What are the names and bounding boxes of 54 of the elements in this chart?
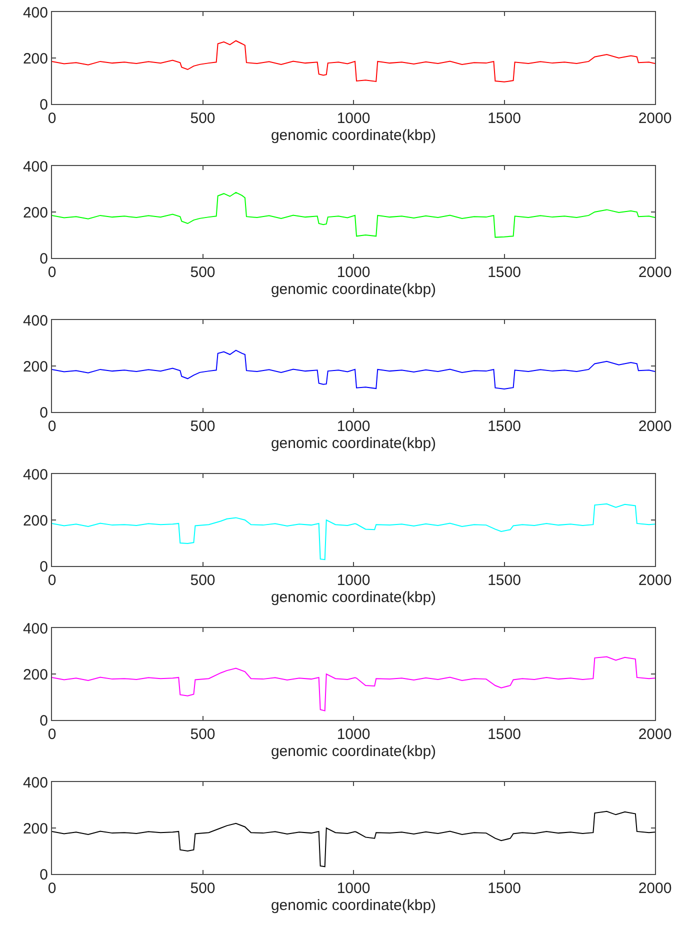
y-tick-label: 400: [22, 312, 48, 330]
line-series: [52, 810, 655, 868]
x-tick-label: 500: [190, 110, 216, 127]
y-tick-label: 0: [40, 250, 48, 268]
x-tick-label: 1500: [488, 110, 521, 127]
line-series: [52, 503, 655, 560]
x-tick-label: 2000: [638, 110, 672, 127]
x-axis-title: genomic coordinate(kbp): [270, 127, 436, 144]
y-tick-label: 200: [22, 204, 48, 222]
y-tick-label: 400: [22, 4, 48, 22]
x-tick-label: 2000: [638, 726, 672, 743]
x-tick-label: 1000: [336, 418, 370, 435]
x-tick-label: 2000: [638, 572, 672, 589]
y-tick-label: 200: [22, 50, 48, 68]
x-axis-title: genomic coordinate(kbp): [270, 589, 436, 606]
x-tick-label: 1000: [336, 110, 370, 127]
y-tick-label: 400: [22, 158, 48, 176]
y-tick-label: 0: [40, 712, 48, 730]
x-tick-label: 1500: [488, 572, 521, 589]
x-tick-label: 500: [190, 880, 216, 897]
x-tick-label: 500: [190, 726, 216, 743]
x-axis-title: genomic coordinate(kbp): [270, 281, 436, 298]
y-tick-label: 400: [22, 620, 48, 638]
x-tick-label: 1000: [336, 264, 370, 281]
x-tick-label: 2000: [638, 418, 672, 435]
line-series: [52, 656, 655, 712]
y-tick-label: 400: [22, 466, 48, 484]
y-tick-label: 0: [40, 866, 48, 884]
x-tick-label: 500: [190, 572, 216, 589]
x-tick-label: 1500: [488, 264, 521, 281]
y-tick-label: 0: [40, 404, 48, 422]
x-tick-label: 2000: [638, 880, 672, 897]
x-tick-label: 1000: [336, 572, 370, 589]
x-tick-label: 1500: [488, 726, 521, 743]
x-tick-label: 1000: [336, 726, 370, 743]
x-axis-title: genomic coordinate(kbp): [270, 897, 436, 914]
x-axis-title: genomic coordinate(kbp): [270, 435, 436, 452]
x-axis-title: genomic coordinate(kbp): [270, 743, 436, 760]
y-tick-label: 0: [40, 558, 48, 576]
x-tick-label: 2000: [638, 264, 672, 281]
x-tick-label: 1500: [488, 880, 521, 897]
y-tick-label: 200: [22, 820, 48, 838]
y-tick-label: 400: [22, 774, 48, 792]
y-tick-label: 200: [22, 358, 48, 376]
line-series: [52, 40, 655, 82]
x-tick-label: 1500: [488, 418, 521, 435]
x-tick-label: 500: [190, 264, 216, 281]
y-tick-label: 0: [40, 96, 48, 114]
y-tick-label: 200: [22, 512, 48, 530]
line-series: [52, 350, 655, 390]
y-tick-label: 200: [22, 666, 48, 684]
x-tick-label: 500: [190, 418, 216, 435]
line-series: [52, 192, 655, 238]
x-tick-label: 1000: [336, 880, 370, 897]
